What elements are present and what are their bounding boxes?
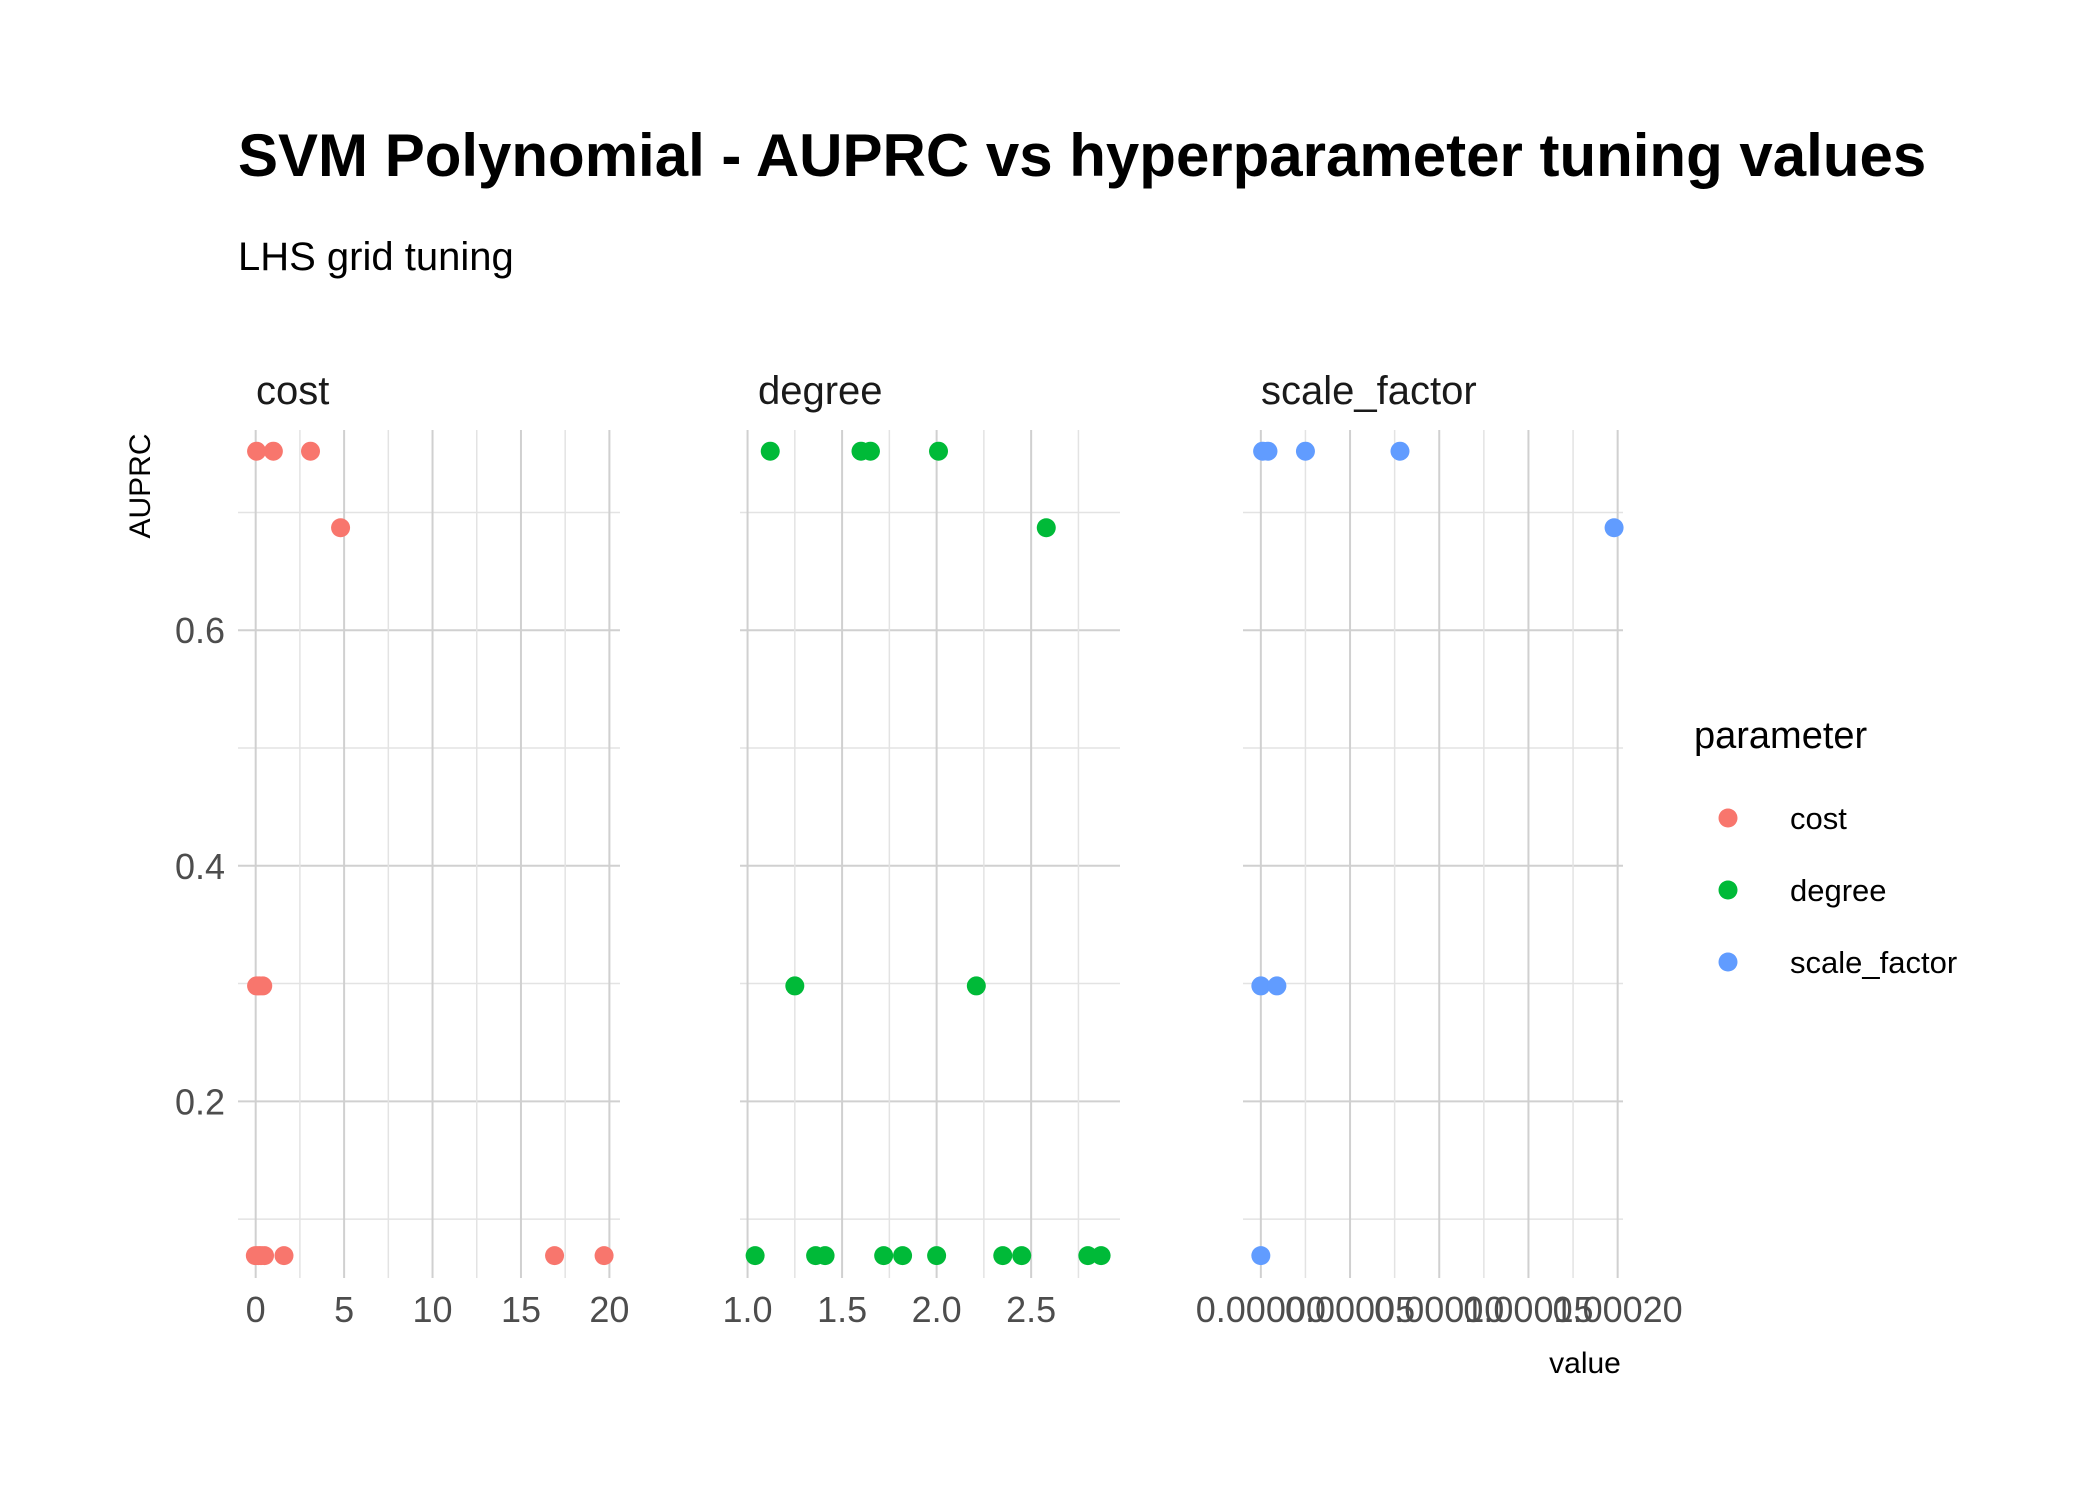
y-tick-label: 0.2	[175, 1081, 225, 1122]
x-axis-label: value	[1549, 1347, 1621, 1380]
x-tick-label: 2.5	[1006, 1289, 1056, 1330]
facet-panels: 0.2 0.4 0.6 cost 0 5 10 15 20 degree 1.0 1.5 2.0 2.5 s…	[175, 369, 1683, 1330]
y-axis-ticks: 0.2 0.4 0.6	[175, 610, 225, 1122]
legend: parameter cost degree scale_factor	[1694, 715, 1957, 980]
x-tick-label: 1.0	[723, 1289, 773, 1330]
data-point-cost	[594, 1246, 614, 1266]
data-point-degree	[745, 1246, 765, 1266]
data-point-scale-factor	[1258, 441, 1278, 461]
data-point-degree	[1036, 518, 1056, 538]
legend-key	[1718, 808, 1738, 828]
data-point-cost	[545, 1246, 565, 1266]
x-tick-label: 1.5	[817, 1289, 867, 1330]
x-tick-label: 0.00010	[1374, 1289, 1504, 1330]
data-point-degree	[927, 1246, 947, 1266]
data-point-degree	[993, 1246, 1013, 1266]
x-tick-label: 0	[246, 1289, 266, 1330]
y-tick-label: 0.4	[175, 846, 225, 887]
y-axis-label: AUPRC	[124, 433, 157, 538]
data-point-scale-factor	[1390, 441, 1410, 461]
x-tick-label: 5	[334, 1289, 354, 1330]
facet-label: cost	[256, 369, 329, 413]
x-tick-label: 0.00005	[1285, 1289, 1415, 1330]
chart-title: SVM Polynomial - AUPRC vs hyperparameter…	[238, 122, 1926, 189]
data-point-degree	[929, 441, 949, 461]
data-point-degree	[1012, 1246, 1032, 1266]
chart-subtitle: LHS grid tuning	[238, 235, 514, 279]
facet-degree: degree 1.0 1.5 2.0 2.5	[723, 369, 1120, 1330]
legend-label: degree	[1790, 873, 1887, 908]
data-point-scale-factor	[1251, 1246, 1271, 1266]
legend-item-scale-factor: scale_factor	[1718, 945, 1957, 980]
facet-cost: cost 0 5 10 15 20	[238, 369, 629, 1330]
legend-label: cost	[1790, 801, 1847, 836]
data-point-degree	[860, 441, 880, 461]
data-point-degree	[785, 976, 805, 996]
x-tick-label: 0.00000	[1196, 1289, 1326, 1330]
x-tick-label: 2.0	[912, 1289, 962, 1330]
legend-label: scale_factor	[1790, 945, 1957, 980]
data-point-degree	[760, 441, 780, 461]
data-point-scale-factor	[1295, 441, 1315, 461]
data-point-degree	[893, 1246, 913, 1266]
facet-label: degree	[758, 369, 883, 413]
data-point-scale-factor	[1604, 518, 1624, 538]
y-tick-label: 0.6	[175, 610, 225, 651]
data-point-cost	[301, 441, 321, 461]
legend-key	[1718, 880, 1738, 900]
data-point-cost	[253, 976, 273, 996]
x-tick-label: 0.00015	[1463, 1289, 1593, 1330]
data-point-degree	[874, 1246, 894, 1266]
data-point-scale-factor	[1251, 976, 1271, 996]
data-point-cost	[274, 1246, 294, 1266]
data-point-degree	[1078, 1246, 1098, 1266]
x-tick-label: 15	[501, 1289, 541, 1330]
legend-item-degree: degree	[1718, 873, 1887, 908]
data-point-cost	[255, 1246, 275, 1266]
legend-title: parameter	[1694, 715, 1868, 757]
x-tick-label: 10	[413, 1289, 453, 1330]
data-point-cost	[263, 441, 283, 461]
x-tick-label: 0.00020	[1553, 1289, 1683, 1330]
data-point-degree	[815, 1246, 835, 1266]
x-tick-label: 20	[589, 1289, 629, 1330]
facet-scale-factor: scale_factor 0.000000.000050.000100.00015…	[1196, 369, 1683, 1330]
data-point-cost	[247, 441, 267, 461]
legend-item-cost: cost	[1718, 801, 1847, 836]
legend-key	[1718, 952, 1738, 972]
data-point-degree	[1091, 1246, 1111, 1266]
data-point-degree	[966, 976, 986, 996]
facet-label: scale_factor	[1261, 369, 1477, 413]
data-point-cost	[331, 518, 351, 538]
data-point-scale-factor	[1267, 976, 1287, 996]
